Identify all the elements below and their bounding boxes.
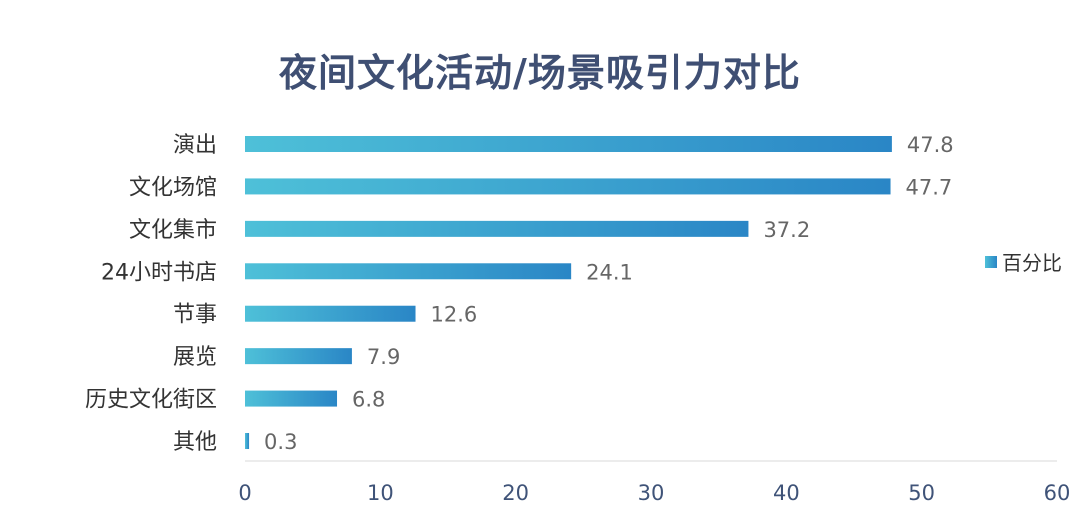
bar — [245, 220, 749, 237]
legend-swatch — [985, 256, 997, 268]
data-label: 0.3 — [264, 430, 297, 454]
plot-area: 演出 47.8 文化场馆 47.7 文化集市 37.2 24小时书店 24.1 节事 12.6 展览… — [85, 133, 1070, 505]
data-label: 37.2 — [763, 218, 810, 242]
x-tick-label: 10 — [367, 481, 394, 505]
bar — [245, 136, 892, 152]
legend: 百分比 — [985, 251, 1062, 275]
x-tick-label: 0 — [238, 481, 251, 505]
bar — [245, 263, 572, 280]
x-tick-label: 20 — [502, 481, 529, 505]
legend-label: 百分比 — [1002, 251, 1062, 275]
x-tick-label: 40 — [773, 481, 800, 505]
category-label: 历史文化街区 — [85, 388, 217, 413]
category-label: 文化集市 — [129, 218, 217, 243]
x-tick-label: 50 — [908, 481, 935, 505]
data-label: 7.9 — [367, 345, 400, 369]
bar — [245, 178, 891, 195]
bar — [245, 348, 352, 365]
bar — [245, 305, 416, 322]
bar — [245, 433, 250, 450]
bar — [245, 390, 338, 407]
data-label: 12.6 — [431, 303, 478, 327]
x-tick-label: 60 — [1044, 481, 1071, 505]
category-label: 演出 — [173, 133, 217, 158]
category-label: 其他 — [173, 430, 217, 455]
category-label: 节事 — [173, 303, 217, 328]
data-label: 24.1 — [586, 260, 633, 284]
chart-title: 夜间文化活动/场景吸引力对比 — [279, 51, 801, 95]
data-label: 47.7 — [906, 175, 953, 199]
data-label: 47.8 — [907, 133, 954, 157]
data-label: 6.8 — [352, 388, 385, 412]
category-label: 文化场馆 — [129, 175, 217, 200]
x-tick-label: 30 — [638, 481, 665, 505]
category-label: 展览 — [173, 345, 217, 370]
category-label: 24小时书店 — [101, 260, 217, 285]
